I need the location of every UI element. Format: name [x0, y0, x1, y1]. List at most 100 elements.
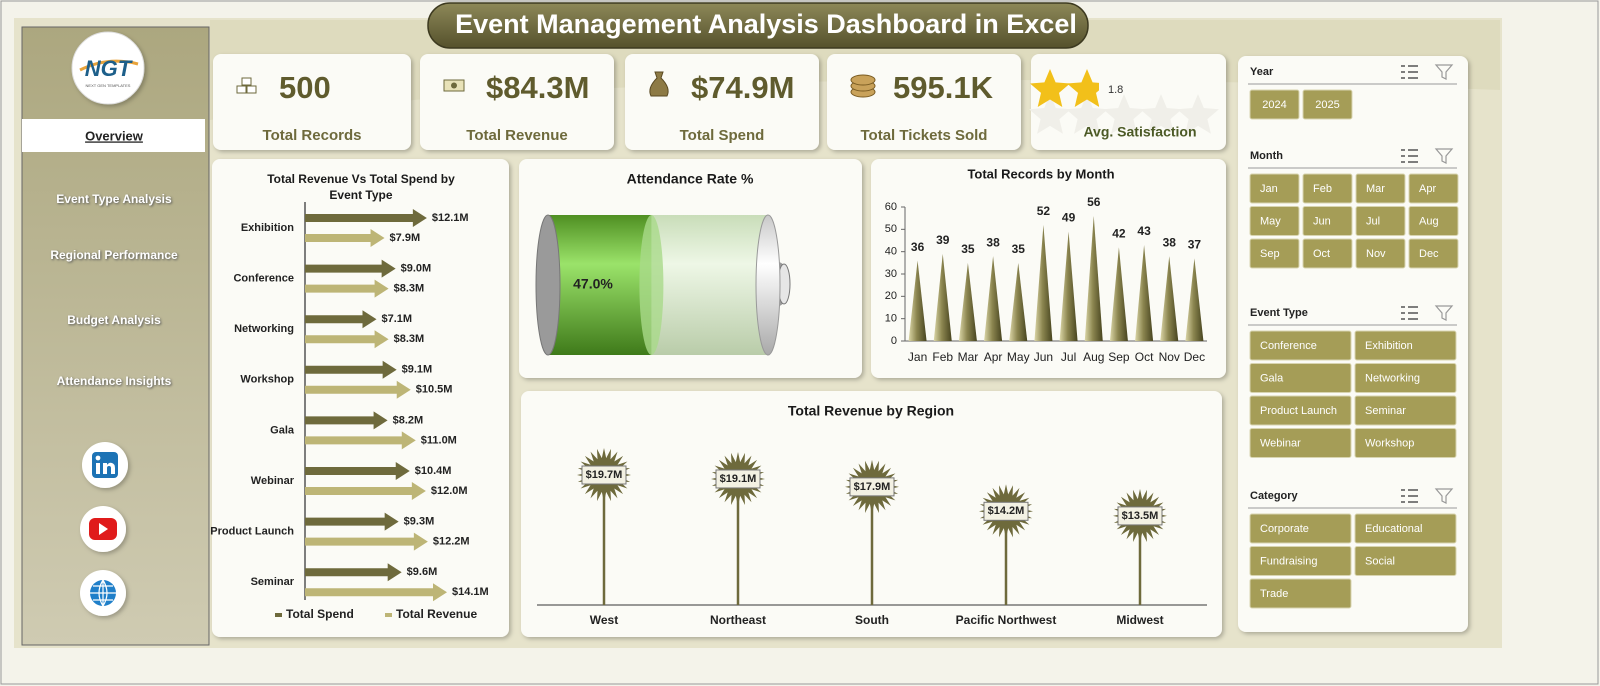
slicer-button-label[interactable]: Networking: [1365, 372, 1420, 384]
nav-label[interactable]: Budget Analysis: [67, 313, 161, 327]
clear-filter-icon[interactable]: [1434, 305, 1454, 321]
slicer-button-bg[interactable]: [1249, 578, 1352, 609]
nav-label[interactable]: Regional Performance: [50, 248, 178, 262]
slicer-button-label[interactable]: May: [1260, 215, 1281, 227]
slicer-button-label[interactable]: Sep: [1260, 248, 1280, 260]
slicer-button-bg[interactable]: [1249, 395, 1352, 426]
slicer-button-bg[interactable]: [1302, 206, 1353, 236]
slicer-button-bg[interactable]: [1249, 89, 1300, 120]
slicer-button-label[interactable]: Conference: [1260, 340, 1317, 352]
slicer-button-bg[interactable]: [1249, 513, 1352, 544]
nav-label[interactable]: Event Type Analysis: [56, 192, 172, 206]
slicer-button[interactable]: Corporate: [1249, 513, 1352, 544]
clear-filter-icon[interactable]: [1434, 148, 1454, 164]
multi-select-icon[interactable]: [1401, 489, 1418, 503]
slicer-button-bg[interactable]: [1302, 238, 1353, 269]
nav-item[interactable]: Overview: [22, 119, 205, 152]
slicer-button[interactable]: Oct: [1302, 238, 1353, 269]
slicer-button-bg[interactable]: [1249, 206, 1300, 236]
slicer-button-bg[interactable]: [1355, 173, 1406, 204]
slicer-button-bg[interactable]: [1354, 330, 1457, 361]
slicer-button[interactable]: Apr: [1408, 173, 1459, 204]
slicer-button-bg[interactable]: [1249, 546, 1352, 576]
nav-item[interactable]: Regional Performance: [50, 248, 178, 262]
slicer-button[interactable]: Product Launch: [1249, 395, 1352, 426]
slicer-button-label[interactable]: Educational: [1365, 523, 1423, 535]
slicer-button[interactable]: Trade: [1249, 578, 1352, 609]
slicer-button[interactable]: May: [1249, 206, 1300, 236]
slicer-button-label[interactable]: Fundraising: [1260, 555, 1317, 567]
slicer-button[interactable]: 2024: [1249, 89, 1300, 120]
nav-item[interactable]: Event Type Analysis: [56, 192, 172, 206]
nav-label[interactable]: Overview: [85, 128, 144, 143]
slicer-button-label[interactable]: Mar: [1366, 183, 1385, 195]
slicer-button-label[interactable]: Workshop: [1365, 437, 1414, 449]
slicer-button[interactable]: Mar: [1355, 173, 1406, 204]
slicer-button-bg[interactable]: [1249, 173, 1300, 204]
slicer-button-bg[interactable]: [1354, 395, 1457, 426]
slicer-button-label[interactable]: Oct: [1313, 248, 1330, 260]
slicer-button-label[interactable]: Feb: [1313, 183, 1332, 195]
slicer-button-label[interactable]: 2025: [1315, 99, 1339, 111]
slicer-button-bg[interactable]: [1249, 330, 1352, 361]
nav-item[interactable]: Budget Analysis: [67, 313, 161, 327]
slicer-button-label[interactable]: Dec: [1419, 248, 1439, 260]
slicer-button-bg[interactable]: [1302, 173, 1353, 204]
slicer-button-bg[interactable]: [1408, 173, 1459, 204]
slicer-button-label[interactable]: Webinar: [1260, 437, 1301, 449]
multi-select-icon[interactable]: [1401, 65, 1418, 79]
slicer-button-bg[interactable]: [1302, 89, 1353, 120]
slicer-button-bg[interactable]: [1249, 363, 1352, 393]
slicer-button-bg[interactable]: [1355, 206, 1406, 236]
slicer-button-label[interactable]: Seminar: [1365, 405, 1406, 417]
slicer-button-bg[interactable]: [1408, 206, 1459, 236]
rating-star-bg: [1103, 94, 1145, 134]
slicer-button-label[interactable]: Product Launch: [1260, 405, 1337, 417]
slicer-button-bg[interactable]: [1354, 363, 1457, 393]
slicer-button[interactable]: Aug: [1408, 206, 1459, 236]
slicer-button[interactable]: Seminar: [1354, 395, 1457, 426]
slicer-button-label[interactable]: Jan: [1260, 183, 1278, 195]
slicer-button-label[interactable]: Gala: [1260, 372, 1284, 384]
nav-item[interactable]: Attendance Insights: [57, 374, 172, 388]
slicer-button[interactable]: Conference: [1249, 330, 1352, 361]
slicer-button-bg[interactable]: [1354, 546, 1457, 576]
slicer-button[interactable]: Jun: [1302, 206, 1353, 236]
slicer-button-label[interactable]: Exhibition: [1365, 340, 1413, 352]
clear-filter-icon[interactable]: [1434, 488, 1454, 504]
slicer-button-label[interactable]: Jul: [1366, 215, 1380, 227]
slicer-button-bg[interactable]: [1249, 238, 1300, 269]
nav-label[interactable]: Attendance Insights: [57, 374, 172, 388]
slicer-button-label[interactable]: 2024: [1262, 99, 1286, 111]
slicer-button[interactable]: Workshop: [1354, 428, 1457, 458]
slicer-button[interactable]: Jan: [1249, 173, 1300, 204]
multi-select-icon[interactable]: [1401, 149, 1418, 163]
slicer-button-label[interactable]: Aug: [1419, 215, 1439, 227]
slicer-button[interactable]: Fundraising: [1249, 546, 1352, 576]
slicer-button[interactable]: Social: [1354, 546, 1457, 576]
slicer-button[interactable]: Networking: [1354, 363, 1457, 393]
slicer-button[interactable]: Dec: [1408, 238, 1459, 269]
slicer-button-label[interactable]: Corporate: [1260, 523, 1309, 535]
slicer-button-label[interactable]: Social: [1365, 555, 1395, 567]
slicer-button[interactable]: Nov: [1355, 238, 1406, 269]
slicer-button[interactable]: Webinar: [1249, 428, 1352, 458]
multi-select-icon[interactable]: [1401, 306, 1418, 320]
slicer-button[interactable]: Jul: [1355, 206, 1406, 236]
clear-filter-icon[interactable]: [1434, 64, 1454, 80]
slicer-button-bg[interactable]: [1354, 428, 1457, 458]
slicer-button-bg[interactable]: [1354, 513, 1457, 544]
slicer-button-bg[interactable]: [1408, 238, 1459, 269]
slicer-button-bg[interactable]: [1249, 428, 1352, 458]
slicer-button[interactable]: 2025: [1302, 89, 1353, 120]
slicer-button-label[interactable]: Nov: [1366, 248, 1386, 260]
slicer-button-label[interactable]: Apr: [1419, 183, 1436, 195]
slicer-button-bg[interactable]: [1355, 238, 1406, 269]
slicer-button[interactable]: Exhibition: [1354, 330, 1457, 361]
slicer-button[interactable]: Educational: [1354, 513, 1457, 544]
slicer-button[interactable]: Sep: [1249, 238, 1300, 269]
slicer-button-label[interactable]: Trade: [1260, 588, 1288, 600]
slicer-button[interactable]: Feb: [1302, 173, 1353, 204]
slicer-button-label[interactable]: Jun: [1313, 215, 1331, 227]
slicer-button[interactable]: Gala: [1249, 363, 1352, 393]
